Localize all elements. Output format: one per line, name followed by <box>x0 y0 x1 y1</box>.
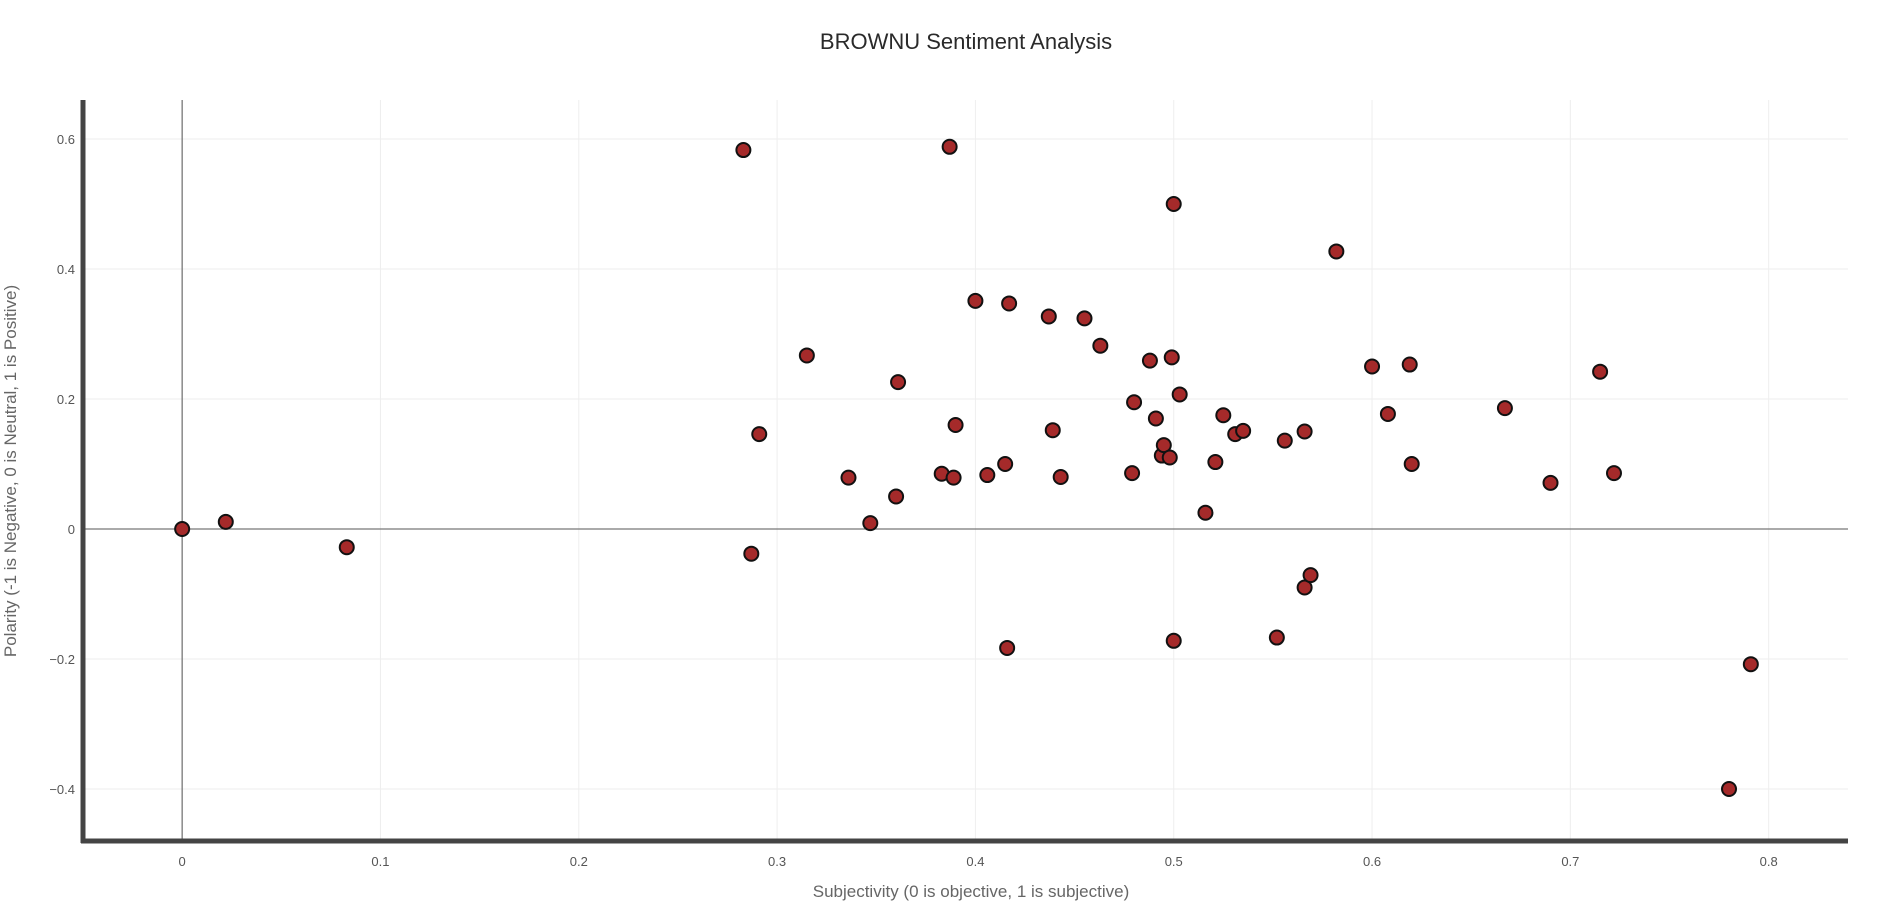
scatter-points <box>174 138 1759 797</box>
scatter-point[interactable] <box>1165 196 1182 212</box>
scatter-point[interactable] <box>743 545 760 562</box>
scatter-point[interactable] <box>1171 386 1188 403</box>
scatter-point[interactable] <box>1044 422 1061 439</box>
y-axis-title: Polarity (-1 is Negative, 0 is Neutral, … <box>1 285 20 657</box>
scatter-point[interactable] <box>1163 349 1180 366</box>
scatter-point[interactable] <box>840 469 857 486</box>
scatter-point[interactable] <box>947 417 964 433</box>
scatter-point[interactable] <box>1721 781 1738 797</box>
scatter-point[interactable] <box>1040 308 1057 325</box>
scatter-point[interactable] <box>1147 410 1164 427</box>
scatter-point[interactable] <box>1302 567 1319 584</box>
scatter-point[interactable] <box>798 347 815 364</box>
scatter-point[interactable] <box>1235 422 1252 439</box>
scatter-point[interactable] <box>1161 449 1178 466</box>
scatter-point[interactable] <box>1092 337 1109 354</box>
scatter-point[interactable] <box>1197 504 1214 521</box>
scatter-point[interactable] <box>1592 363 1609 380</box>
scatter-point[interactable] <box>979 467 996 484</box>
x-tick-labels: 0 0.1 0.2 0.3 0.4 0.5 0.6 0.7 0.8 <box>179 854 1778 869</box>
x-tick-label: 0.8 <box>1760 854 1778 869</box>
scatter-point[interactable] <box>338 539 355 556</box>
x-tick-label: 0.1 <box>371 854 389 869</box>
y-tick-label: 0.4 <box>57 262 75 277</box>
scatter-point[interactable] <box>1001 295 1018 312</box>
scatter-point[interactable] <box>1165 632 1182 649</box>
scatter-point[interactable] <box>1605 465 1622 482</box>
scatter-point[interactable] <box>999 639 1016 656</box>
x-axis-title: Subjectivity (0 is objective, 1 is subje… <box>813 882 1130 901</box>
scatter-point[interactable] <box>890 374 907 391</box>
scatter-point[interactable] <box>888 488 905 505</box>
x-tick-label: 0.2 <box>570 854 588 869</box>
scatter-point[interactable] <box>1268 629 1285 646</box>
scatter-point[interactable] <box>1155 437 1172 454</box>
scatter-point[interactable] <box>1276 432 1293 449</box>
y-tick-label: 0.2 <box>57 392 75 407</box>
scatter-point[interactable] <box>1052 469 1069 485</box>
scatter-point[interactable] <box>945 469 962 486</box>
x-tick-label: 0.7 <box>1561 854 1579 869</box>
y-tick-label: 0.6 <box>57 132 75 147</box>
scatter-point[interactable] <box>862 515 879 532</box>
scatter-point[interactable] <box>1496 400 1513 417</box>
scatter-point[interactable] <box>1215 407 1232 424</box>
scatter-point[interactable] <box>941 138 958 155</box>
scatter-point[interactable] <box>751 426 768 443</box>
scatter-point[interactable] <box>1126 394 1143 411</box>
scatter-point[interactable] <box>1379 405 1396 422</box>
scatter-point[interactable] <box>1296 423 1313 440</box>
x-tick-label: 0 <box>179 854 186 869</box>
x-tick-label: 0.4 <box>966 854 984 869</box>
y-tick-label: −0.4 <box>49 782 75 797</box>
x-tick-label: 0.5 <box>1165 854 1183 869</box>
scatter-point[interactable] <box>1296 579 1313 596</box>
scatter-point[interactable] <box>1207 454 1224 471</box>
y-tick-labels: −0.4 −0.2 0 0.2 0.4 0.6 <box>49 132 75 797</box>
scatter-point[interactable] <box>1124 465 1141 482</box>
scatter-point[interactable] <box>997 456 1014 472</box>
scatter-point[interactable] <box>967 292 984 309</box>
scatter-point[interactable] <box>1076 310 1093 327</box>
y-tick-label: −0.2 <box>49 652 75 667</box>
scatter-point[interactable] <box>1141 352 1158 369</box>
scatter-point[interactable] <box>1742 656 1759 673</box>
x-gridlines <box>379 100 1770 841</box>
scatter-point[interactable] <box>1403 456 1420 472</box>
x-tick-label: 0.6 <box>1363 854 1381 869</box>
chart-title: BROWNU Sentiment Analysis <box>820 29 1112 54</box>
scatter-point[interactable] <box>1328 243 1345 260</box>
scatter-point[interactable] <box>1401 356 1418 373</box>
y-gridlines <box>83 138 1848 790</box>
x-tick-label: 0.3 <box>768 854 786 869</box>
scatter-point[interactable] <box>217 513 234 530</box>
scatter-point[interactable] <box>174 521 191 537</box>
scatter-point[interactable] <box>735 142 752 159</box>
scatter-point[interactable] <box>1542 474 1559 491</box>
y-tick-label: 0 <box>68 522 75 537</box>
scatter-point[interactable] <box>1364 358 1381 375</box>
